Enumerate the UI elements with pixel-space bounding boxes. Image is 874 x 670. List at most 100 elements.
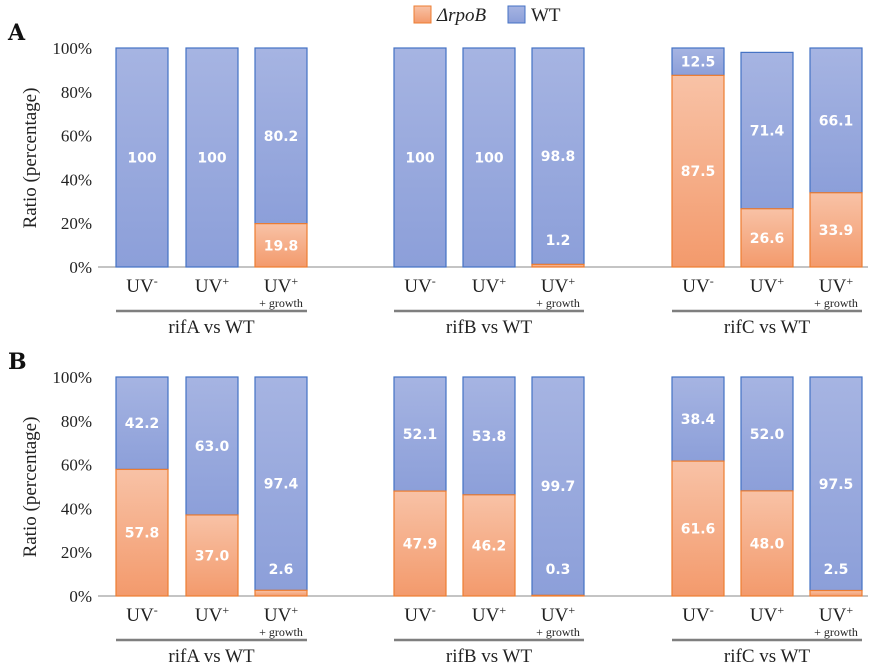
category-label-b-4: UV+	[472, 603, 506, 626]
category-label-b-2: UV+	[264, 603, 298, 626]
category-label-a-1: UV+	[195, 274, 229, 297]
data-label-mutant-b-8: 2.5	[824, 562, 849, 578]
y-tick-label-a: 40%	[61, 170, 92, 189]
bar-mutant-b-2	[254, 589, 308, 597]
group-label-b-1: rifB vs WT	[446, 646, 533, 667]
panel-letter-b: B	[8, 349, 27, 375]
category-sublabel-b-8: + growth	[814, 625, 858, 639]
bar-mutant-b-6	[671, 460, 725, 597]
data-label-wt-b-1: 63.0	[195, 439, 230, 455]
data-label-wt-a-6: 12.5	[681, 55, 716, 71]
bar-wt-a-0	[115, 47, 169, 268]
data-label-wt-b-0: 42.2	[125, 416, 160, 432]
bar-wt-b-8	[809, 376, 863, 592]
data-label-mutant-a-6: 87.5	[681, 164, 716, 180]
bar-wt-a-8	[809, 47, 863, 194]
bar-mutant-a-7	[740, 208, 794, 268]
category-label-b-5: UV+	[541, 603, 575, 626]
bar-mutant-a-2	[254, 223, 308, 268]
category-label-b-3: UV-	[404, 603, 435, 626]
bar-mutant-b-5	[531, 594, 585, 597]
y-tick-label-b: 0%	[69, 587, 92, 606]
data-label-mutant-b-5: 0.3	[546, 562, 571, 578]
bar-wt-b-2	[254, 376, 308, 591]
data-label-mutant-b-3: 47.9	[403, 537, 438, 553]
bar-wt-b-3	[393, 376, 447, 492]
bar-mutant-a-5	[531, 263, 585, 268]
y-tick-label-b: 20%	[61, 543, 92, 562]
bar-mutant-b-0	[115, 468, 169, 597]
category-label-a-4: UV+	[472, 274, 506, 297]
panel-b: B Ratio (percentage) 0% 20% 40% 60% 80% 100% 4…	[8, 349, 868, 667]
legend-label-wt: WT	[531, 5, 561, 26]
category-label-a-2: UV+	[264, 274, 298, 297]
y-axis-label-b: Ratio (percentage)	[20, 417, 41, 558]
bar-mutant-b-4	[462, 494, 516, 597]
data-label-wt-a-3: 100	[405, 151, 434, 167]
bar-mutant-b-7	[740, 490, 794, 597]
panel-a: A Ratio (percentage) 0% 20% 40% 60% 80% 100% 1…	[7, 20, 868, 338]
category-label-a-5: UV+	[541, 274, 575, 297]
y-tick-label-a: 100%	[52, 39, 92, 58]
category-label-b-6: UV-	[682, 603, 713, 626]
data-label-mutant-a-5: 1.2	[546, 233, 571, 249]
legend-swatch-mutant	[413, 5, 432, 24]
data-label-wt-b-4: 53.8	[472, 429, 507, 445]
bar-mutant-b-8	[809, 589, 863, 597]
category-label-b-8: UV+	[819, 603, 853, 626]
bar-wt-a-3	[393, 47, 447, 268]
category-label-a-0: UV-	[126, 274, 157, 297]
y-axis-label-a: Ratio (percentage)	[20, 88, 41, 229]
category-sublabel-b-5: + growth	[536, 625, 580, 639]
data-label-wt-b-8: 97.5	[819, 477, 854, 493]
group-label-a-2: rifC vs WT	[724, 317, 811, 338]
data-label-mutant-a-7: 26.6	[750, 231, 785, 247]
category-label-b-7: UV+	[750, 603, 784, 626]
data-label-mutant-b-4: 46.2	[472, 538, 507, 554]
group-label-a-1: rifB vs WT	[446, 317, 533, 338]
category-label-b-1: UV+	[195, 603, 229, 626]
bar-mutant-b-1	[185, 514, 239, 597]
bar-wt-b-0	[115, 376, 169, 471]
y-tick-label-b: 100%	[52, 368, 92, 387]
data-label-wt-a-1: 100	[197, 151, 226, 167]
bar-wt-a-1	[185, 47, 239, 268]
data-label-wt-a-2: 80.2	[264, 129, 299, 145]
bar-mutant-b-3	[393, 490, 447, 597]
y-tick-label-a: 0%	[69, 258, 92, 277]
data-label-wt-a-5: 98.8	[541, 149, 576, 165]
panel-letter-a: A	[7, 20, 26, 46]
data-label-wt-a-4: 100	[474, 151, 503, 167]
data-label-mutant-b-2: 2.6	[269, 562, 294, 578]
bar-wt-b-4	[462, 376, 516, 496]
category-label-a-7: UV+	[750, 274, 784, 297]
data-label-wt-b-3: 52.1	[403, 427, 438, 443]
bar-wt-a-7	[740, 51, 794, 210]
legend-swatch-wt	[507, 5, 526, 24]
bar-wt-a-4	[462, 47, 516, 268]
data-label-mutant-a-2: 19.8	[264, 238, 299, 254]
category-label-a-6: UV-	[682, 274, 713, 297]
bar-mutant-a-6	[671, 74, 725, 268]
bar-wt-a-6	[671, 47, 725, 76]
y-tick-label-a: 60%	[61, 127, 92, 146]
data-label-wt-a-8: 66.1	[819, 113, 854, 129]
y-tick-label-a: 20%	[61, 214, 92, 233]
group-label-a-0: rifA vs WT	[168, 317, 255, 338]
data-label-wt-b-7: 52.0	[750, 427, 785, 443]
bar-mutant-a-8	[809, 192, 863, 268]
y-tick-label-a: 80%	[61, 83, 92, 102]
data-label-mutant-b-1: 37.0	[195, 548, 230, 564]
data-label-mutant-b-6: 61.6	[681, 522, 716, 538]
legend: ΔrpoB WT	[413, 5, 561, 26]
y-tick-label-b: 40%	[61, 499, 92, 518]
data-label-wt-b-5: 99.7	[541, 479, 576, 495]
data-label-wt-a-0: 100	[127, 151, 156, 167]
data-label-wt-b-2: 97.4	[264, 477, 299, 493]
group-label-b-2: rifC vs WT	[724, 646, 811, 667]
data-label-wt-a-7: 71.4	[750, 124, 785, 140]
y-tick-label-b: 60%	[61, 456, 92, 475]
data-label-mutant-b-0: 57.8	[125, 526, 160, 542]
data-label-wt-b-6: 38.4	[681, 412, 716, 428]
category-label-a-3: UV-	[404, 274, 435, 297]
